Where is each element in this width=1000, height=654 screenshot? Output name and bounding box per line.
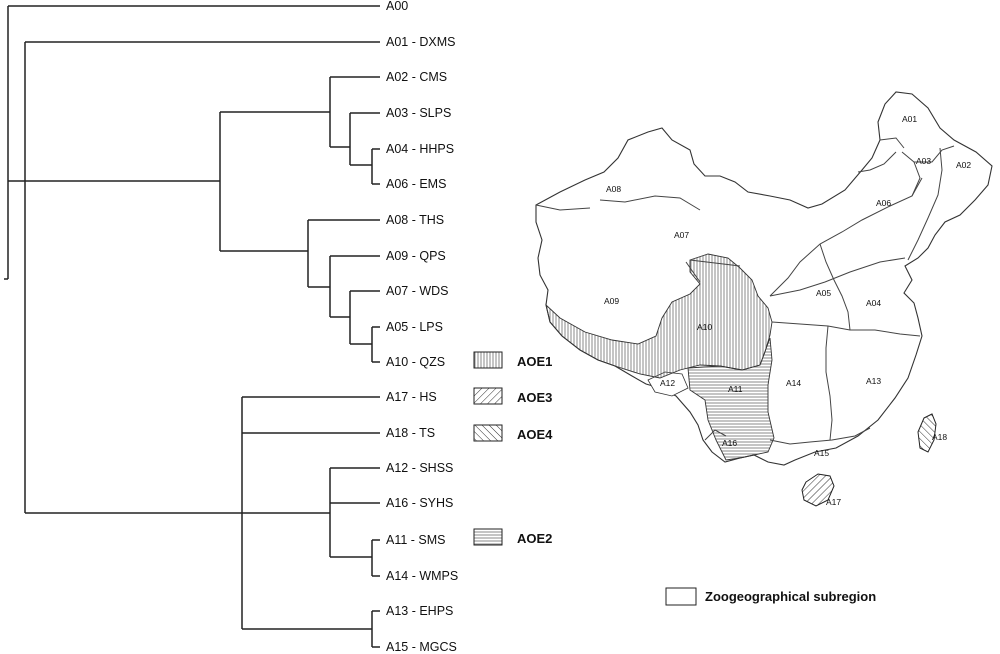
region-label: A11 [728,384,743,394]
region-label: A10 [697,322,712,332]
region-label: A17 [826,497,841,507]
tip-label: A11 - SMS [386,533,446,547]
tip-label: A08 - THS [386,213,444,227]
tip-label: A17 - HS [386,390,437,404]
map-legend: Zoogeographical subregion [665,587,876,606]
region-borders [535,137,955,445]
aoe4-swatch [473,424,503,442]
region-label: A03 [916,156,931,166]
tip-label: A04 - HHPS [386,142,454,156]
legend-swatch [665,587,697,606]
region-label: A18 [932,432,947,442]
region-a10-shape [545,253,773,379]
region-a11-shape [687,337,775,461]
branch-a08-group [220,219,380,287]
root-split [7,5,380,279]
branch-a07-group [330,290,380,344]
tip-label: A03 - SLPS [386,106,451,120]
region-label: A08 [606,184,621,194]
tip-label: A10 - QZS [386,355,445,369]
region-label: A15 [814,448,829,458]
region-labels: A01 A02 A03 A04 A05 A06 A07 A08 A09 A10 … [604,114,971,507]
branch-a01-split [24,41,380,513]
tip-label: A06 - EMS [386,177,446,191]
region-label: A01 [902,114,917,124]
region-label: A16 [722,438,737,448]
tip-label: A15 - MGCS [386,640,457,654]
region-label: A06 [876,198,891,208]
aoe3-label: AOE3 [517,390,552,405]
aoe2-label: AOE2 [517,531,552,546]
branch-a12-group [242,467,380,557]
branch-a13-a15 [242,610,380,648]
tip-labels: A00 A01 - DXMS A02 - CMS A03 - SLPS A04 … [386,0,458,654]
tip-label: A07 - WDS [386,284,449,298]
branch-a02-group [220,76,380,147]
tip-label: A18 - TS [386,426,435,440]
branch-a05-a10 [350,326,380,363]
region-label: A04 [866,298,881,308]
branch-northern [25,112,221,251]
tip-label: A13 - EHPS [386,604,453,618]
region-label: A02 [956,160,971,170]
region-label: A13 [866,376,881,386]
aoe1-swatch [473,351,503,369]
aoe2-swatch [473,528,503,546]
region-label: A09 [604,296,619,306]
tip-label: A05 - LPS [386,320,443,334]
tip-label: A01 - DXMS [386,35,455,49]
aoe-markers: AOE1 AOE3 AOE4 AOE2 [473,351,553,546]
region-a17-shape [801,473,835,507]
tip-label: A12 - SHSS [386,461,453,475]
legend-label: Zoogeographical subregion [705,589,876,604]
region-label: A14 [786,378,801,388]
branch-a11-a14 [330,539,380,577]
branch-a03-group [330,112,380,165]
aoe1-label: AOE1 [517,354,552,369]
tip-label: A00 [386,0,408,13]
tip-label: A02 - CMS [386,70,447,84]
region-label: A05 [816,288,831,298]
region-label: A12 [660,378,675,388]
tip-label: A09 - QPS [386,249,446,263]
region-label: A07 [674,230,689,240]
tip-label: A14 - WMPS [386,569,458,583]
aoe4-label: AOE4 [517,427,553,442]
china-map: A01 A02 A03 A04 A05 A06 A07 A08 A09 A10 … [535,91,993,507]
branch-a09-group [308,255,380,317]
aoe3-swatch [473,387,503,405]
region-a18-shape [917,413,937,453]
tip-label: A16 - SYHS [386,496,453,510]
cladogram [4,5,380,648]
branch-a04-a06 [350,148,380,185]
